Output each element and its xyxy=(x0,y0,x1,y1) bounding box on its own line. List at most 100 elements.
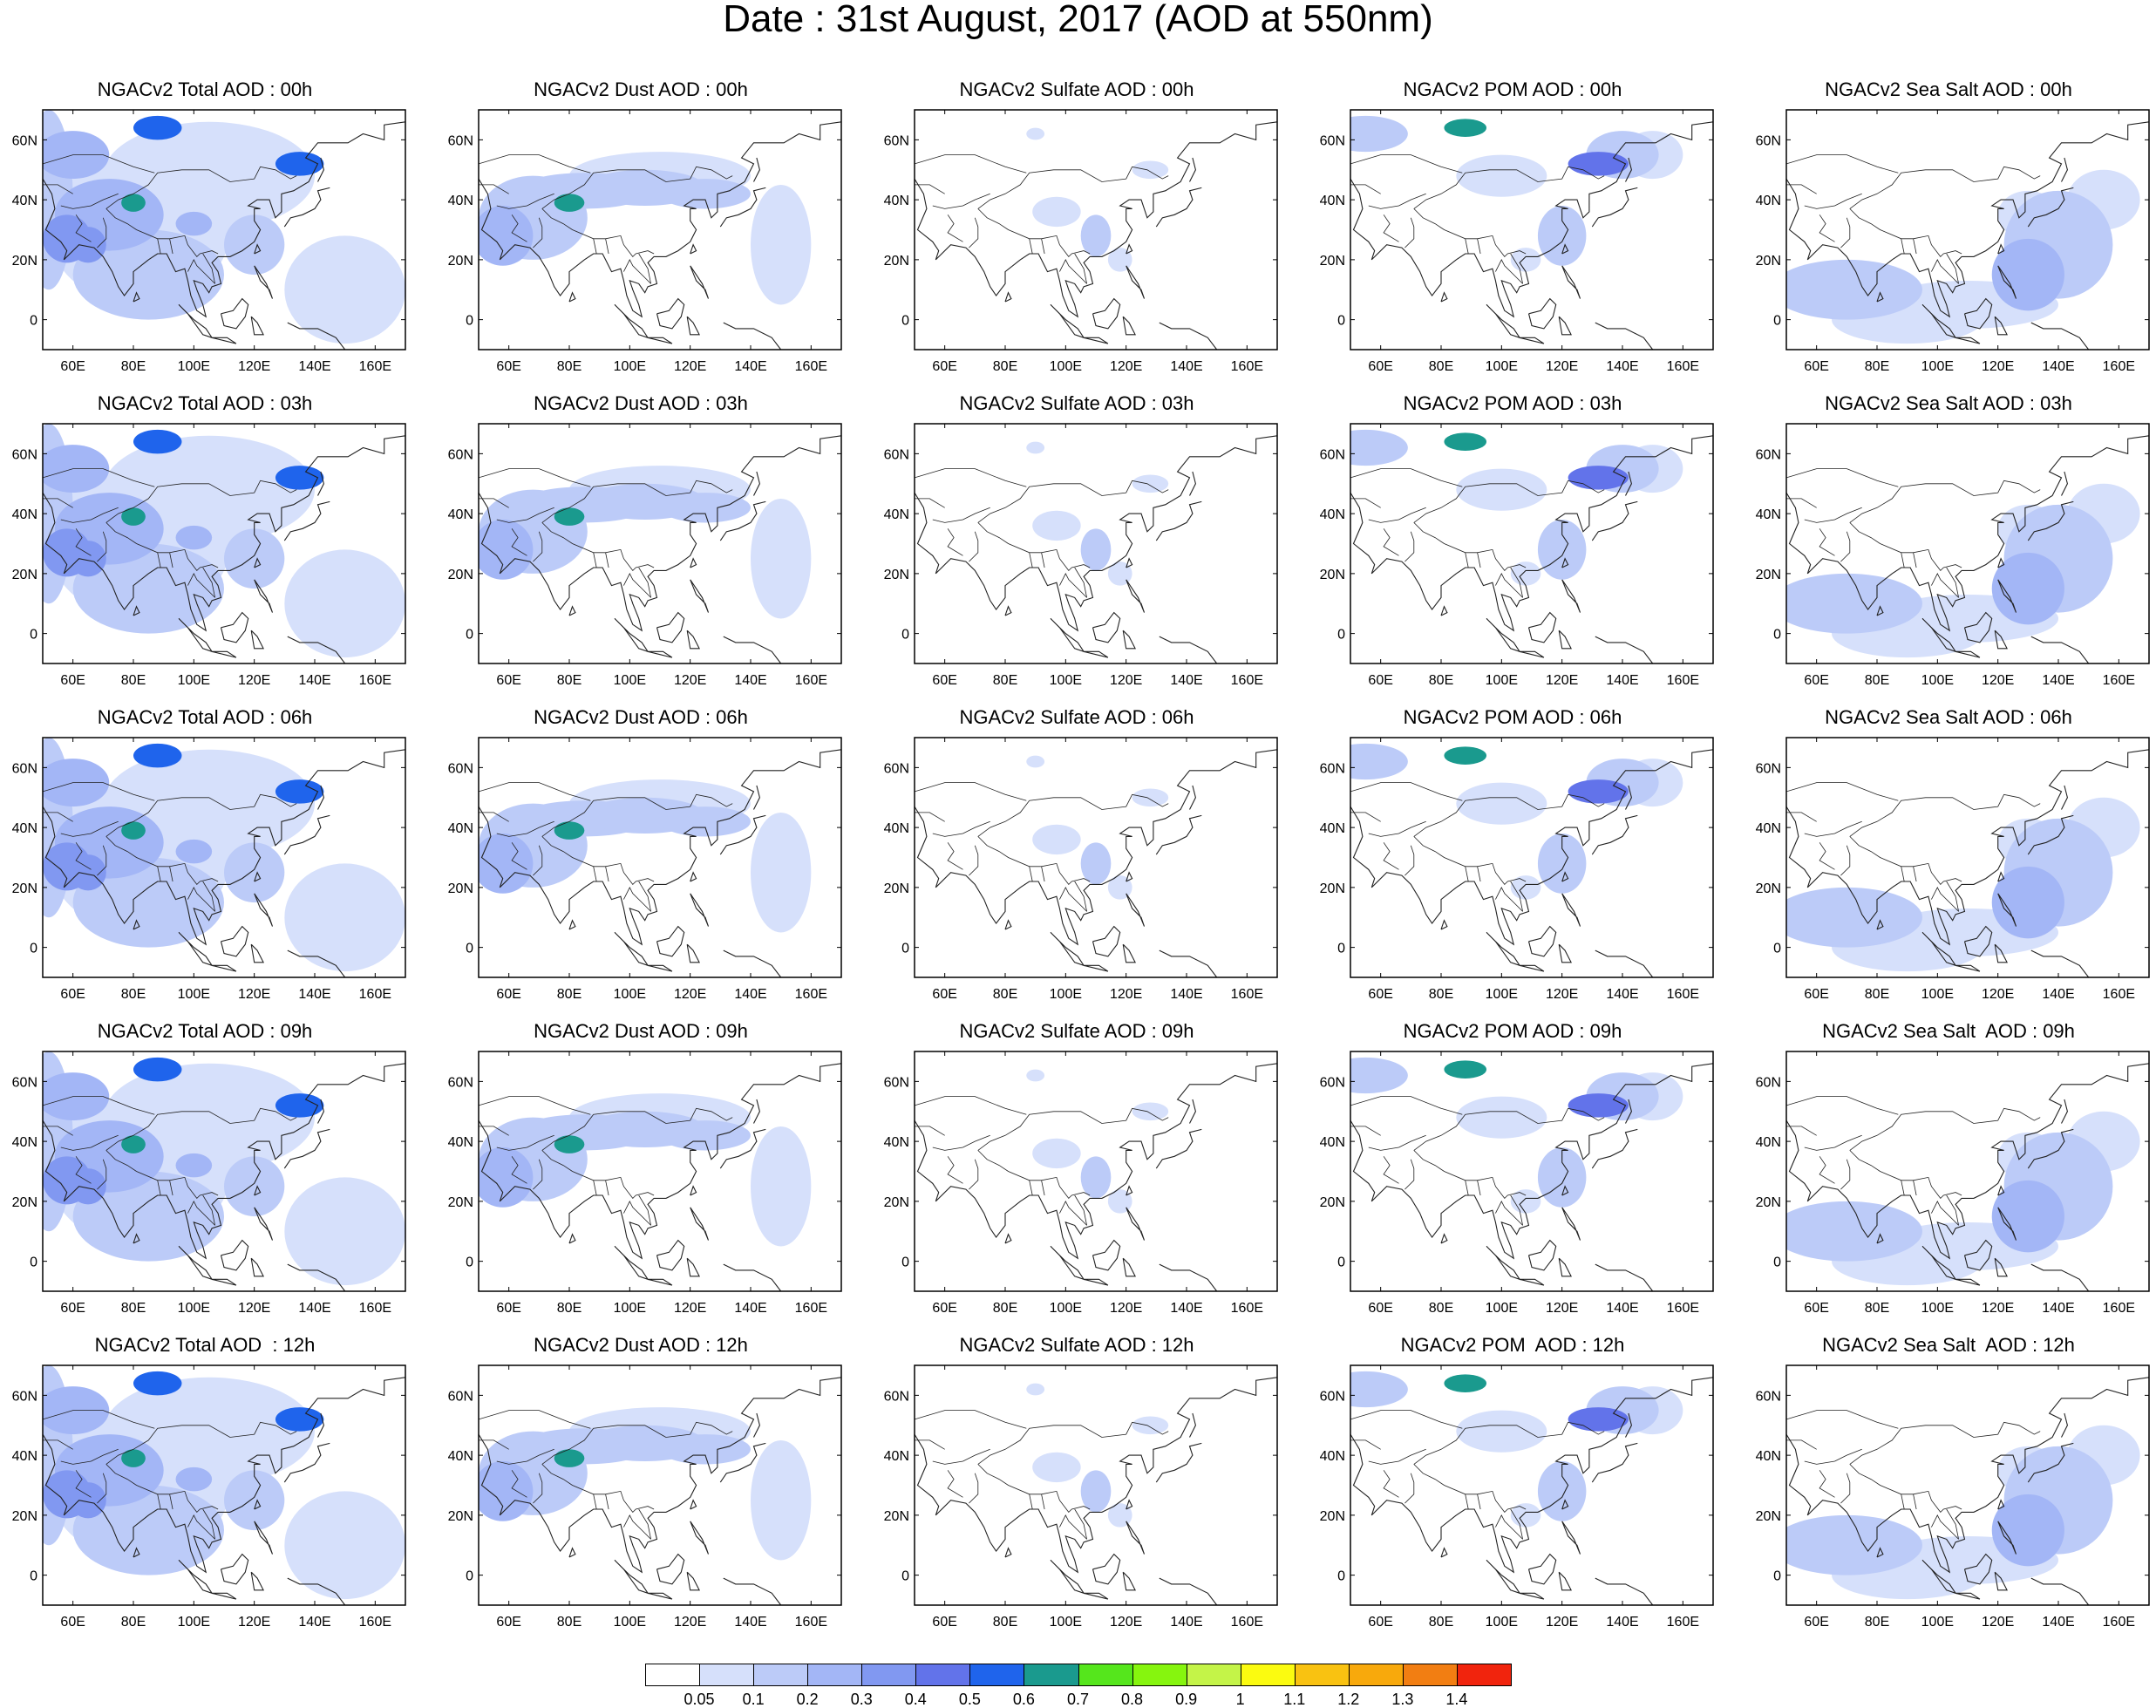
country-border xyxy=(60,507,119,523)
aod-shading xyxy=(121,507,146,526)
x-tick-label: 120E xyxy=(238,1615,270,1630)
coastline xyxy=(723,1577,782,1605)
country-border xyxy=(1413,793,1605,837)
x-tick-label: 140E xyxy=(2042,1615,2074,1630)
aod-shading xyxy=(751,1439,812,1561)
panel-title: NGACv2 Sulfate AOD : 06h xyxy=(959,706,1194,728)
aod-shading xyxy=(224,1156,285,1217)
coastline xyxy=(1963,611,1993,643)
country-border xyxy=(1931,259,1959,284)
x-tick-label: 100E xyxy=(1921,359,1954,374)
aod-shading xyxy=(1510,1503,1541,1528)
y-tick-label: 0 xyxy=(30,314,37,329)
country-border xyxy=(977,1464,1091,1514)
aod-shading xyxy=(1132,474,1169,493)
map-panel: NGACv2 Sea Salt AOD : 12h 60E 80E 100E 120E 1… xyxy=(1744,1334,2153,1630)
country-border xyxy=(169,238,173,255)
colorbar-swatch xyxy=(1456,1664,1512,1686)
coastline xyxy=(1126,1185,1133,1196)
x-tick-label: 100E xyxy=(1486,673,1518,688)
coastline xyxy=(283,500,330,541)
coastline xyxy=(915,435,1277,632)
aod-field xyxy=(915,1063,1277,1291)
colorbar-label: 0.4 xyxy=(904,1691,927,1708)
coastline xyxy=(719,814,766,855)
coastline xyxy=(719,1128,766,1169)
aod-shading xyxy=(175,525,213,550)
country-border xyxy=(1465,552,1469,568)
country-border xyxy=(1913,866,1917,882)
x-tick-label: 80E xyxy=(1865,1615,1889,1630)
coastline xyxy=(753,785,760,810)
x-tick-label: 140E xyxy=(2042,987,2074,1002)
aod-shading xyxy=(121,1135,146,1153)
x-tick-label: 80E xyxy=(121,673,146,688)
x-tick-label: 160E xyxy=(2103,1301,2135,1316)
coastline xyxy=(1994,943,2008,963)
coastline xyxy=(2027,1128,2074,1169)
country-border xyxy=(1029,238,1033,255)
coastline xyxy=(254,1499,262,1510)
aod-map: 60E 80E 100E 120E 140E 160E 60N 40N 20N 0 xyxy=(1320,1364,1714,1630)
coastline xyxy=(220,297,249,330)
coastline xyxy=(1083,964,1109,972)
country-border xyxy=(1465,1180,1469,1196)
country-border xyxy=(202,253,215,284)
aod-shading xyxy=(1444,1060,1486,1079)
coastline xyxy=(1595,949,1654,977)
coastline xyxy=(317,157,324,182)
aod-shading xyxy=(1456,1096,1547,1139)
country-border xyxy=(75,528,92,556)
map-frame xyxy=(1350,109,1714,350)
aod-shading xyxy=(1786,1201,1922,1262)
x-tick-label: 60E xyxy=(1804,673,1828,688)
aod-shading xyxy=(70,854,106,891)
aod-field xyxy=(1350,1057,1713,1291)
country-border xyxy=(1849,522,1962,572)
x-tick-label: 100E xyxy=(178,673,210,688)
coastline xyxy=(647,650,673,658)
aod-shading xyxy=(1568,466,1629,490)
country-border xyxy=(157,552,161,568)
y-tick-label: 0 xyxy=(1773,628,1781,643)
coastline xyxy=(2027,1442,2074,1483)
country-border xyxy=(1901,1494,1905,1510)
aod-shading xyxy=(1991,1494,2064,1567)
map-frame xyxy=(914,737,1278,978)
coastline xyxy=(1527,297,1557,330)
country-border xyxy=(1786,468,1899,508)
country-border xyxy=(105,480,297,523)
aod-shading xyxy=(70,1482,106,1519)
country-border xyxy=(969,217,979,248)
country-border xyxy=(1849,1464,1962,1514)
aod-shading xyxy=(1032,1138,1081,1169)
country-border xyxy=(479,1410,591,1450)
country-border xyxy=(593,238,597,255)
aod-shading xyxy=(275,466,324,490)
country-border xyxy=(932,820,990,837)
coastline xyxy=(254,1185,262,1196)
x-tick-label: 80E xyxy=(993,673,1017,688)
country-border xyxy=(511,842,527,870)
country-border xyxy=(605,552,609,568)
coastline xyxy=(250,943,264,963)
coastline xyxy=(1050,1246,1085,1281)
y-tick-label: 20N xyxy=(1320,881,1345,896)
coastline xyxy=(1440,1547,1448,1558)
aod-shading xyxy=(1026,1383,1045,1396)
aod-shading xyxy=(1456,782,1547,825)
country-border xyxy=(60,193,119,209)
coastline xyxy=(647,1278,673,1286)
coastline xyxy=(1350,121,1713,318)
coastline xyxy=(283,1128,330,1169)
aod-field xyxy=(1786,749,2149,977)
coastline xyxy=(1155,814,1202,855)
map-panel: NGACv2 Sea Salt AOD : 00h 60E 80E 100E 120E 1… xyxy=(1744,78,2153,375)
country-border xyxy=(915,154,1027,194)
country-border xyxy=(169,1494,173,1510)
aod-field xyxy=(43,1365,405,1605)
country-border xyxy=(105,1150,219,1200)
colorbar-label: 1 xyxy=(1235,1691,1245,1708)
x-tick-label: 140E xyxy=(1170,1301,1202,1316)
country-border xyxy=(169,1180,173,1196)
